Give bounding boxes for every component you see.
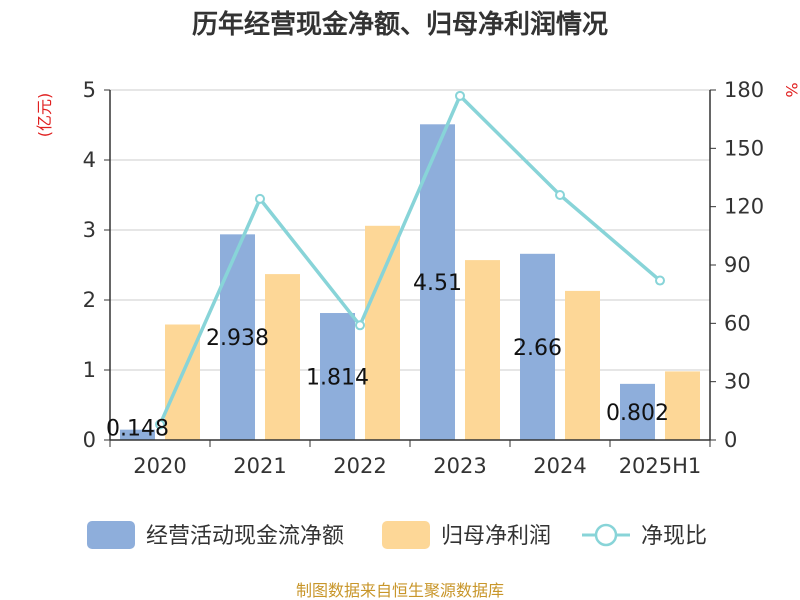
bar-net-profit [365, 225, 400, 440]
line-point [355, 320, 365, 331]
line-point [255, 193, 265, 204]
legend-swatch-net-profit [382, 521, 430, 549]
bar-operating-cashflow [520, 253, 555, 440]
y-left-tick-label: 3 [83, 218, 96, 242]
y-right-tick-label: 30 [724, 370, 751, 394]
y-left-tick-label: 4 [83, 148, 96, 172]
bar-net-profit [665, 371, 700, 440]
data-label-operating-cashflow: 0.148 [106, 417, 169, 442]
line-point [655, 275, 665, 286]
x-tick-label: 2024 [533, 454, 586, 478]
legend-marker-net-cash-ratio [594, 523, 618, 547]
legend-label-net-profit: 归母净利润 [441, 524, 551, 549]
chart-title: 历年经营现金净额、归母净利润情况 [192, 9, 608, 40]
line-point [155, 419, 165, 430]
x-tick-label: 2022 [333, 454, 386, 478]
x-tick-label: 2020 [133, 454, 186, 478]
data-labels: 0.148 2.938 1.814 4.51 2.66 0.802 [106, 271, 669, 441]
bar-series [120, 124, 700, 441]
legend-label-net-cash-ratio: 净现比 [641, 524, 707, 549]
y-right-tick-label: 60 [724, 311, 751, 335]
x-tick-label: 2021 [233, 454, 286, 478]
bar-operating-cashflow [320, 313, 355, 440]
data-label-operating-cashflow: 1.814 [306, 366, 369, 391]
source-note: 制图数据来自恒生聚源数据库 [296, 581, 504, 600]
y-right-unit-label: % [782, 82, 800, 97]
data-label-operating-cashflow: 0.802 [606, 401, 669, 426]
line-series [155, 90, 665, 430]
grid-lines [110, 89, 710, 371]
y-left-tick-label: 0 [83, 428, 96, 452]
data-label-operating-cashflow: 2.66 [513, 336, 562, 361]
bar-operating-cashflow [120, 429, 155, 440]
bar-net-profit [265, 274, 300, 440]
y-left-tick-label: 5 [83, 78, 96, 102]
y-right-tick-label: 90 [724, 253, 751, 277]
legend-swatch-operating-cashflow [87, 521, 135, 549]
y-right-tick-label: 0 [724, 428, 737, 452]
legend-label-operating-cashflow: 经营活动现金流净额 [146, 524, 344, 549]
line-point [455, 90, 465, 101]
bar-net-profit [465, 260, 500, 440]
x-tick-label: 2023 [433, 454, 486, 478]
x-tick-label: 2025H1 [619, 454, 702, 478]
bar-operating-cashflow [620, 383, 655, 440]
y-right-tick-label: 120 [724, 195, 764, 219]
y-right-tick-label: 150 [724, 136, 764, 160]
y-left-tick-label: 2 [83, 288, 96, 312]
data-label-operating-cashflow: 4.51 [413, 271, 462, 296]
y-left-tick-label: 1 [83, 358, 96, 382]
line-point [555, 190, 565, 200]
bar-net-profit [565, 290, 600, 440]
data-label-operating-cashflow: 2.938 [206, 326, 269, 351]
y-left-unit-label: (亿元) [35, 93, 54, 138]
axes: 0 1 2 3 4 5 0 30 60 90 120 150 180 2020 2021 2022 2023 20… [83, 78, 764, 478]
y-right-tick-label: 180 [724, 78, 764, 102]
legend: 经营活动现金流净额 归母净利润 净现比 [87, 521, 707, 549]
bar-operating-cashflow [220, 234, 255, 440]
line-net-cash-ratio [158, 92, 662, 426]
